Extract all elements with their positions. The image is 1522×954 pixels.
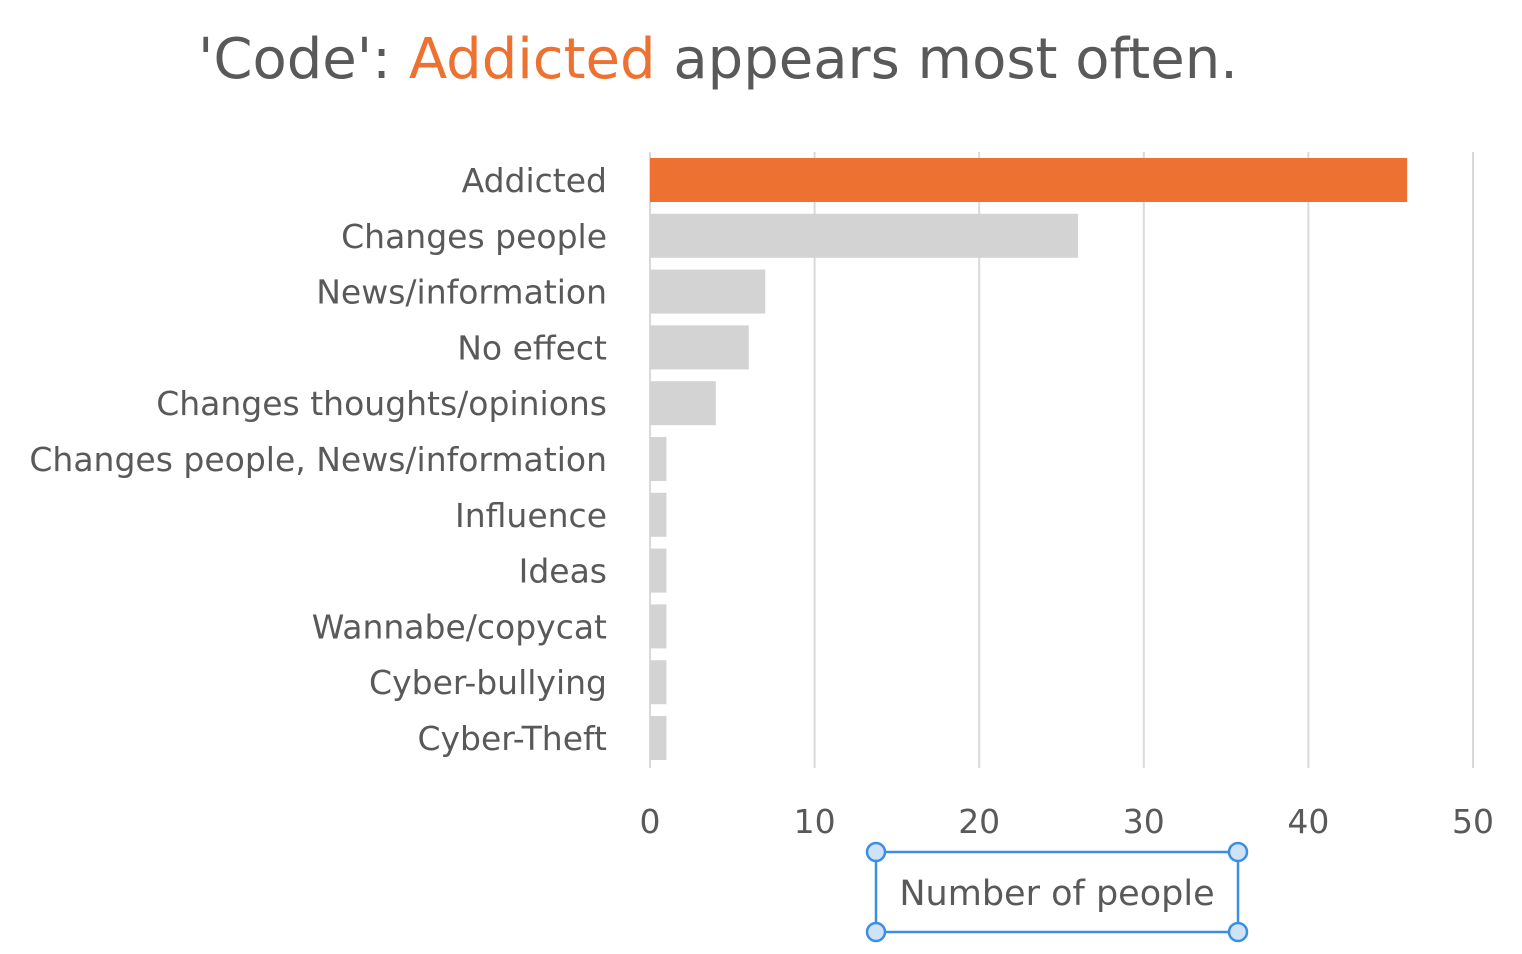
x-tick-label: 40 [1287,802,1329,841]
chart-title: 'Code': Addicted appears most often. [198,27,1238,92]
x-tick-label: 10 [794,802,836,841]
category-label: Cyber-Theft [417,719,607,758]
category-labels: Addicted Changes people News/information No… [29,161,607,758]
category-label: Addicted [462,161,607,200]
resize-handle-top-left[interactable] [865,841,887,863]
bar [650,381,716,426]
bar [650,660,667,705]
bar [650,158,1408,202]
bars [650,158,1408,760]
x-axis-title-selection[interactable]: Number of people [865,841,1249,943]
chart-title-prefix: 'Code': [198,27,409,92]
bar [650,604,667,649]
selection-frame [874,850,1240,934]
x-tick-label: 50 [1452,802,1494,841]
bar [650,492,667,537]
resize-handle-top-right[interactable] [1227,841,1249,863]
category-label: Changes people, News/information [29,440,607,479]
category-label: Wannabe/copycat [312,607,607,646]
x-axis-title[interactable]: Number of people [899,874,1214,914]
category-label: News/information [316,273,607,312]
resize-handle-bottom-left[interactable] [865,921,887,943]
bar [650,548,667,593]
x-tick-labels: 0 10 20 30 40 50 [640,802,1495,841]
category-label: Ideas [519,552,607,591]
resize-handle-bottom-right[interactable] [1227,921,1249,943]
chart-title-highlight: Addicted [409,27,656,92]
category-label: Changes thoughts/opinions [156,384,607,423]
category-label: No effect [457,328,607,367]
category-label: Cyber-bullying [369,663,607,702]
bar [650,269,766,314]
bar [650,716,667,760]
bar [650,437,667,481]
bar [650,213,1078,258]
x-tick-label: 0 [640,802,661,841]
category-label: Influence [455,496,607,535]
x-tick-label: 30 [1123,802,1165,841]
category-label: Changes people [341,217,607,256]
chart-title-suffix: appears most often. [656,27,1238,92]
bar [650,325,749,370]
x-tick-label: 20 [958,802,1000,841]
